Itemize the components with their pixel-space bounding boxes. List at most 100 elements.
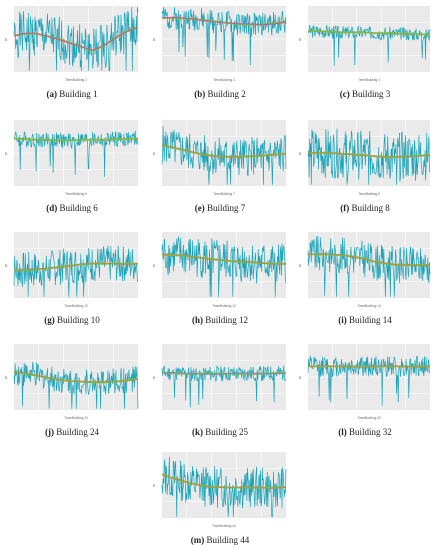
caption-text: Building 32 — [346, 427, 392, 437]
chart-svg: E — [153, 344, 287, 410]
panel-caption: (g) Building 10 — [2, 315, 142, 325]
panel-caption: (d) Building 6 — [2, 203, 142, 213]
y-axis-title: E — [299, 37, 302, 42]
panel-caption: (h) Building 12 — [150, 315, 290, 325]
caption-label: (b) — [194, 89, 206, 99]
series-trend-2 — [307, 253, 431, 267]
series-trend-2 — [161, 16, 287, 26]
caption-text: Building 25 — [202, 427, 248, 437]
panel-building-14: E Time/Building 14 (i) Building 14 — [296, 228, 434, 325]
chart-svg: E Time/Building 8 — [299, 120, 431, 196]
caption-label: (h) — [191, 315, 203, 325]
series-trend-2 — [307, 365, 431, 368]
chart-svg: E Time/Building 6 — [5, 120, 139, 196]
panel-building-24: E Time/Building 24 (j) Building 24 — [2, 340, 142, 437]
x-axis-title: Time/Building 32 — [357, 416, 381, 420]
chart-svg: E Time/Building 1 — [5, 6, 139, 82]
series-energy-signal — [307, 128, 431, 185]
caption-label: (m) — [190, 535, 205, 545]
panel-building-6: E Time/Building 6 (d) Building 6 — [2, 116, 142, 213]
caption-text: Building 3 — [349, 89, 391, 99]
panel-caption: (c) Building 3 — [296, 89, 434, 99]
caption-label: (d) — [46, 203, 58, 213]
panel-building-25: E (k) Building 25 — [150, 340, 290, 437]
caption-text: Building 14 — [346, 315, 392, 325]
x-axis-title: Time/Building 2 — [213, 78, 235, 82]
y-axis-title: E — [153, 483, 156, 488]
caption-text: Building 44 — [204, 535, 250, 545]
panel-building-44: E Time/Building 44 (m) Building 44 — [150, 448, 290, 545]
caption-label: (k) — [191, 427, 203, 437]
x-axis-title: Time/Building 44 — [212, 524, 236, 528]
panel-building-32: E Time/Building 32 (l) Building 32 — [296, 340, 434, 437]
caption-label: (j) — [44, 427, 54, 437]
chart-svg: E Time/Building 3 — [299, 6, 431, 82]
panel-building-10: E Time/Building 10 (g) Building 10 — [2, 228, 142, 325]
y-axis-title: E — [153, 263, 156, 268]
caption-label: (c) — [339, 89, 350, 99]
chart-svg: E Time/Building 44 — [153, 452, 287, 528]
series-energy-signal — [13, 7, 139, 72]
chart-svg: E Time/Building 7 — [153, 120, 287, 196]
series-energy-signal — [161, 236, 287, 297]
panel-caption: (a) Building 1 — [2, 89, 142, 99]
chart-svg: E Time/Building 14 — [299, 232, 431, 308]
x-axis-title: Time/Building 1 — [65, 78, 87, 82]
panel-building-1: E Time/Building 1 (a) Building 1 — [2, 2, 142, 99]
x-axis-title: Time/Building 8 — [358, 192, 380, 196]
chart-svg: E Time/Building 24 — [5, 344, 139, 420]
caption-label: (f) — [340, 203, 350, 213]
series-trend-2 — [13, 262, 139, 271]
caption-label: (a) — [46, 89, 57, 99]
series-energy-signal — [161, 126, 287, 185]
y-axis-title: E — [299, 151, 302, 156]
panel-caption: (e) Building 7 — [150, 203, 290, 213]
x-axis-title: Time/Building 10 — [64, 304, 88, 308]
y-axis-title: E — [299, 263, 302, 268]
caption-text: Building 7 — [204, 203, 246, 213]
series-trend-2 — [162, 253, 287, 265]
y-axis-title: E — [5, 375, 8, 380]
series-energy-signal — [161, 365, 287, 408]
y-axis-title: E — [153, 375, 156, 380]
panel-caption: (m) Building 44 — [150, 535, 290, 545]
panel-building-12: E Time/Building 12 (h) Building 12 — [150, 228, 290, 325]
panel-building-7: E Time/Building 7 (e) Building 7 — [150, 116, 290, 213]
series-trend-2 — [13, 27, 139, 51]
y-axis-title: E — [153, 37, 156, 42]
caption-label: (l) — [338, 427, 347, 437]
caption-text: Building 24 — [53, 427, 99, 437]
series-trend-1 — [308, 30, 430, 36]
x-axis-title: Time/Building 24 — [64, 416, 88, 420]
x-axis-title: Time/Building 14 — [357, 304, 381, 308]
series-trend-2 — [161, 372, 287, 375]
panel-caption: (l) Building 32 — [296, 427, 434, 437]
y-axis-title: E — [153, 151, 156, 156]
x-axis-title: Time/Building 12 — [212, 304, 236, 308]
panel-caption: (i) Building 14 — [296, 315, 434, 325]
caption-text: Building 8 — [349, 203, 390, 213]
x-axis-title: Time/Building 3 — [358, 78, 380, 82]
series-energy-signal — [161, 456, 287, 518]
x-axis-title: Time/Building 6 — [65, 192, 87, 196]
series-trend-2 — [13, 371, 139, 383]
y-axis-title: E — [5, 263, 8, 268]
chart-svg: E Time/Building 10 — [5, 232, 139, 308]
series-energy-signal — [307, 236, 431, 297]
y-axis-title: E — [5, 151, 8, 156]
chart-svg: E Time/Building 32 — [299, 344, 431, 420]
caption-text: Building 2 — [205, 89, 246, 99]
caption-text: Building 6 — [57, 203, 98, 213]
panel-caption: (k) Building 25 — [150, 427, 290, 437]
chart-svg: E Time/Building 2 — [153, 6, 287, 82]
panel-building-2: E Time/Building 2 (b) Building 2 — [150, 2, 290, 99]
panel-building-3: E Time/Building 3 (c) Building 3 — [296, 2, 434, 99]
series-trend-2 — [307, 151, 431, 158]
series-energy-signal — [13, 130, 139, 177]
caption-label: (g) — [44, 315, 55, 325]
series-energy-signal — [161, 7, 287, 66]
series-trend-2 — [161, 144, 287, 158]
caption-label: (i) — [338, 315, 347, 325]
panel-building-8: E Time/Building 8 (f) Building 8 — [296, 116, 434, 213]
y-axis-title: E — [299, 375, 302, 380]
